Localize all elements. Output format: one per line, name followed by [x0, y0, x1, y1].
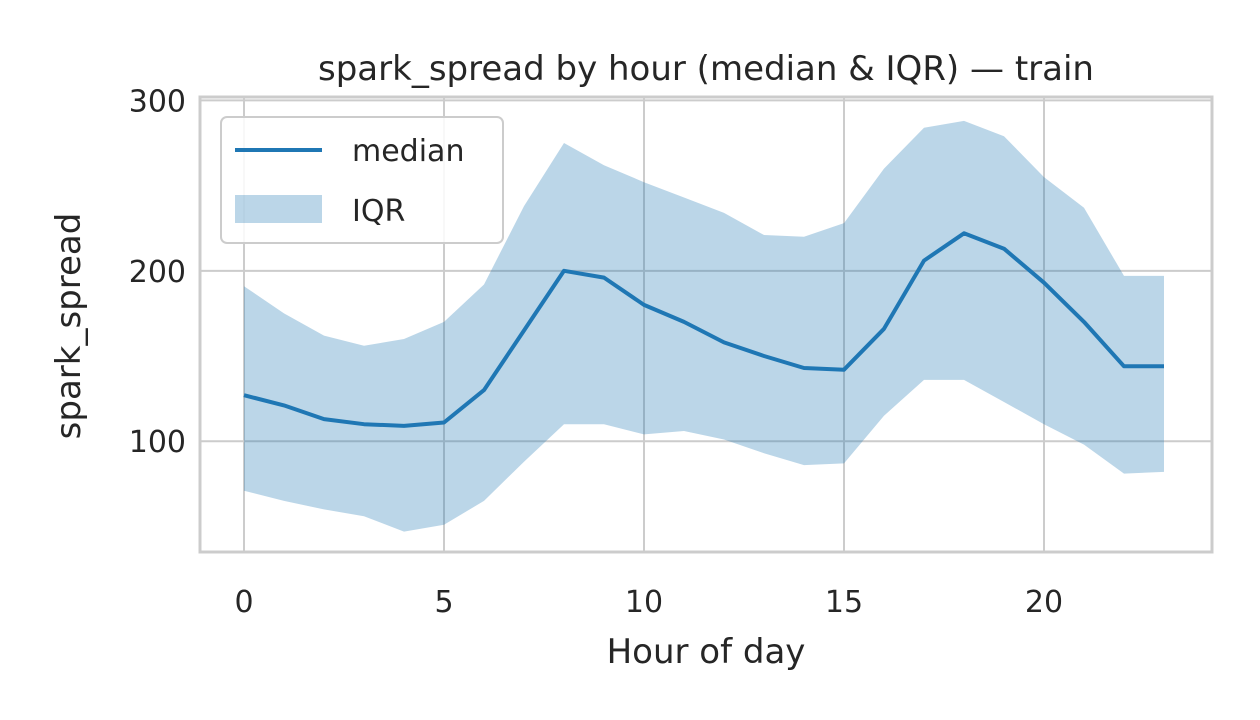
chart-title: spark_spread by hour (median & IQR) — tr…	[318, 49, 1094, 89]
iqr-band	[244, 120, 1164, 532]
line-layer	[243, 231, 1164, 428]
plot-frame	[198, 95, 1214, 554]
legend-iqr-swatch	[235, 195, 322, 223]
legend-iqr-label: IQR	[352, 194, 405, 229]
y-tick-label: 300	[129, 84, 186, 119]
band-layer	[244, 120, 1164, 532]
legend-median-label: median	[352, 134, 464, 169]
median-line	[243, 231, 1164, 428]
x-tick-label: 20	[1025, 585, 1063, 620]
x-tick-label: 0	[234, 585, 253, 620]
y-axis-label: spark_spread	[49, 213, 89, 440]
x-tick-label: 10	[625, 585, 663, 620]
x-axis-label: Hour of day	[607, 632, 806, 672]
y-tick-label: 200	[129, 255, 186, 290]
tick-layer: 0 5 10 15 20 100 200 300	[129, 84, 1063, 620]
legend: median IQR	[220, 116, 504, 244]
x-tick-label: 5	[434, 585, 453, 620]
x-tick-label: 15	[825, 585, 863, 620]
y-tick-label: 100	[129, 425, 186, 460]
